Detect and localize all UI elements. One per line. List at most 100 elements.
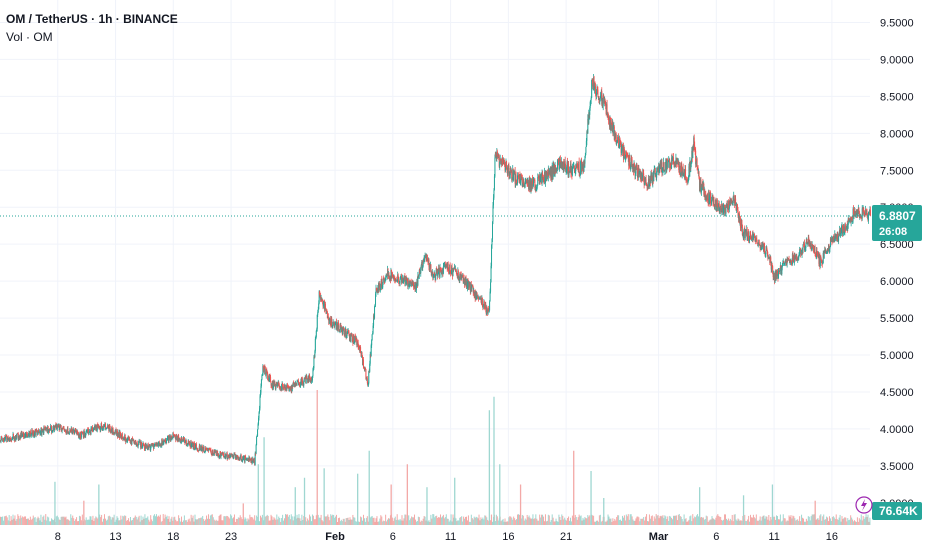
volume-bar [557,521,559,525]
volume-bar [656,515,658,525]
volume-bar [756,520,758,525]
candle-body [236,455,238,459]
candle-body [317,312,319,315]
candle-body [747,239,749,241]
price-tag-value: 6.8807 [879,209,916,223]
volume-bar [69,521,71,525]
volume-bar [729,518,731,525]
volume-spike [323,468,325,525]
candle-body [69,429,71,433]
candle-body [723,206,725,214]
volume-spike [814,500,816,525]
candle-body [315,330,317,337]
y-axis[interactable]: 9.50009.00008.50008.00007.50007.00006.50… [880,17,914,509]
volume-bar [309,514,311,525]
candle-body [481,298,483,305]
candle-body [451,266,453,269]
volume-bar [21,517,23,525]
candle-body [855,214,857,217]
volume-row[interactable]: Vol · OM [6,28,178,46]
candle-body [297,380,299,386]
candle-body [544,170,546,183]
candle-body [206,448,208,450]
candle-body [847,218,849,225]
volume-bar [491,514,493,525]
candle-body [496,151,498,157]
candle-body [258,408,260,413]
volume-bar [632,519,634,525]
volume-bar [157,515,159,525]
volume-bar [226,515,228,525]
volume-bar [684,519,686,525]
volume-bar [120,515,122,525]
volume-bar [161,521,163,525]
volume-bar [196,519,198,525]
candle-body [487,308,489,314]
candle-body [853,208,855,216]
candle-body [673,157,675,164]
volume-bar [599,514,601,525]
symbol-row[interactable]: OM / TetherUS · 1h · BINANCE [6,10,178,28]
candle-body [289,387,291,389]
candle-body [345,328,347,338]
candle-body [503,158,505,163]
candle-body [357,342,359,347]
volume-bar [299,518,301,525]
candle-body [219,455,221,458]
volume-bar [233,514,235,525]
volume-bar [160,521,162,525]
candle-body [254,453,256,465]
candle-body [837,235,839,238]
volume-bar [464,518,466,525]
volume-bar [286,514,288,525]
candle-body [410,281,412,284]
candle-body [494,157,496,177]
volume-bar [433,514,435,525]
volume-bar [556,520,558,525]
candle-body [546,172,548,173]
candle-body [383,279,385,280]
volume-bar [692,514,694,525]
volume-bar [48,517,50,525]
volume-tag[interactable]: 76.64K [872,502,922,520]
candle-body [607,114,609,117]
candle-body [303,381,305,386]
candle-body [30,433,32,436]
candle-body [41,430,43,435]
candle-body [260,379,262,387]
volume-bar [71,517,73,525]
candle-body [170,436,172,439]
x-axis[interactable]: 8 13 18 23 Feb 6 11 16 21 Mar 6 11 16 [55,531,838,543]
volume-bar [523,520,525,525]
volume-bar [630,514,632,525]
volume-bar [579,516,581,525]
lightning-icon[interactable] [855,496,873,514]
candle-body [86,430,88,432]
candle-body [828,244,830,251]
candle-body [353,335,355,343]
candle-body [621,147,623,153]
volume-bar [749,521,751,525]
candle-body [49,429,51,431]
volume-bar [208,518,210,525]
volume-bar [394,516,396,525]
volume-bar [787,520,789,525]
price-tag-box [872,205,922,242]
volume-bar [296,514,298,525]
candle-body [103,424,105,426]
volume-bar [574,514,576,525]
candle-body [700,185,702,193]
candle-body [109,425,111,429]
volume-bar [624,520,626,525]
volume-bar [863,518,865,525]
volume-bar [400,520,402,525]
volume-bar [244,517,246,525]
candle-body [249,458,251,461]
candle-body [427,258,429,261]
candle-body [711,200,713,205]
candle-body [378,284,380,290]
volume-bar [592,515,594,525]
candle-body [393,276,395,279]
